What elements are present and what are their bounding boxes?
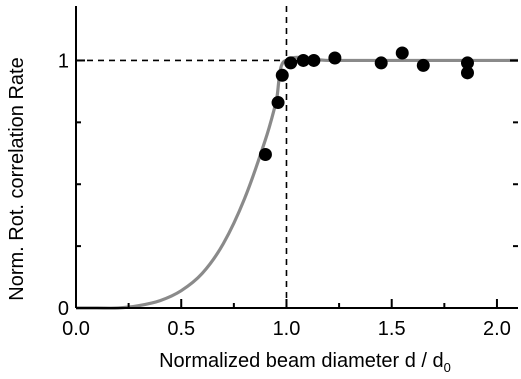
x-tick-label: 1.0 [273, 318, 301, 340]
tick-labels: 0.0 0.5 1.0 1.5 2.0 0 1 [58, 50, 511, 340]
axis-ticks [75, 59, 518, 309]
y-tick-label: 1 [58, 50, 69, 72]
data-point [460, 66, 474, 80]
x-tick-label: 1.5 [378, 318, 406, 340]
data-points-layer [258, 46, 474, 162]
data-point [416, 58, 430, 72]
data-point [275, 68, 289, 82]
x-tick-label: 0.0 [62, 318, 90, 340]
data-point [395, 46, 409, 60]
data-point [328, 51, 342, 65]
axes [75, 6, 518, 309]
data-point [307, 53, 321, 67]
data-point [284, 56, 298, 70]
data-point [296, 53, 310, 67]
reference-lines [76, 6, 518, 308]
fit-curve [75, 55, 518, 310]
x-tick-label: 0.5 [167, 318, 195, 340]
x-tick-label: 2.0 [483, 318, 511, 340]
data-point [258, 148, 272, 162]
y-tick-label: 0 [58, 298, 69, 320]
data-point [374, 56, 388, 70]
data-point [460, 56, 474, 70]
fit-curve-layer [75, 55, 518, 310]
y-axis-title: Norm. Rot. correlation Rate [6, 57, 28, 300]
x-axis-title: Normalized beam diameter d / d0 [159, 350, 451, 375]
data-point [271, 96, 285, 110]
